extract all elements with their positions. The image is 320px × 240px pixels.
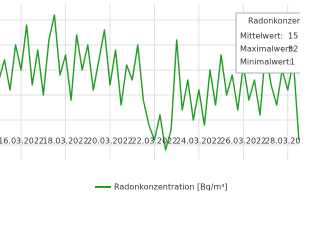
stats-label: Maximalwert: bbox=[240, 45, 294, 54]
stats-label: Minimalwert: bbox=[240, 58, 292, 67]
data-line bbox=[0, 14, 300, 151]
chart: 16.03.202218.03.202220.03.202222.03.2022… bbox=[0, 4, 300, 192]
stats-title: Radonkonzentration bbox=[248, 17, 300, 26]
stats-label: Mittelwert: bbox=[240, 32, 283, 41]
x-tick-label: 28.03.2022 bbox=[265, 137, 300, 146]
x-tick-label: 16.03.2022 bbox=[0, 137, 44, 146]
x-tick-label: 18.03.2022 bbox=[43, 137, 89, 146]
x-tick-label: 26.03.2022 bbox=[220, 137, 266, 146]
stats-value: 15 bbox=[288, 32, 298, 41]
stats-value: 1 bbox=[290, 58, 295, 67]
x-tick-label: 24.03.2022 bbox=[176, 137, 222, 146]
legend-label: Radonkonzentration [Bq/m³] bbox=[114, 183, 228, 192]
x-tick-label: 20.03.2022 bbox=[87, 137, 133, 146]
x-tick-label: 22.03.2022 bbox=[132, 137, 178, 146]
stats-box bbox=[235, 12, 300, 74]
stats-value: 32 bbox=[288, 45, 298, 54]
